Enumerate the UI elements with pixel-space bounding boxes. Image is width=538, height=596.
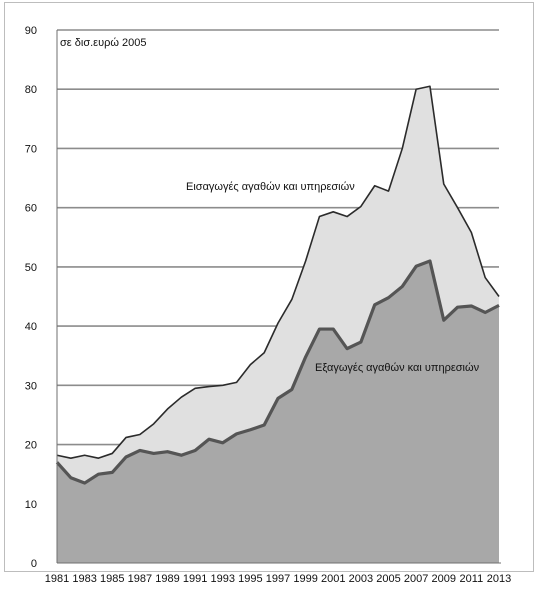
line-imports xyxy=(56,85,500,459)
x-tick-label: 2009 xyxy=(432,573,456,585)
y-tick-label: 50 xyxy=(25,262,37,274)
y-tick-label: 90 xyxy=(25,25,37,37)
y-tick-label: 10 xyxy=(25,499,37,511)
x-tick-label: 1995 xyxy=(238,573,262,585)
y-tick-label: 0 xyxy=(31,558,37,570)
y-tick-label: 80 xyxy=(25,84,37,96)
x-tick-label: 1985 xyxy=(100,573,124,585)
exports-annotation: Εξαγωγές αγαθών και υπηρεσιών xyxy=(315,362,480,374)
x-tick-label: 2007 xyxy=(404,573,428,585)
area-exports xyxy=(57,260,499,563)
x-tick-label: 2003 xyxy=(349,573,373,585)
x-tick-label: 2005 xyxy=(376,573,400,585)
x-tick-label: 1991 xyxy=(183,573,207,585)
series-lines xyxy=(55,85,500,485)
x-tick-label: 1993 xyxy=(211,573,235,585)
axes: 0 10 20 30 40 50 60 70 80 90 1981 1983 1985 1987 1989 1… xyxy=(25,25,511,585)
x-tick-label: 1999 xyxy=(293,573,317,585)
x-tick-label: 1981 xyxy=(45,573,69,585)
x-tick-label: 1997 xyxy=(266,573,290,585)
y-tick-label: 30 xyxy=(25,380,37,392)
unit-note: σε δισ.ευρώ 2005 xyxy=(60,37,146,49)
x-tick-label: 1983 xyxy=(72,573,96,585)
x-tick-label: 2001 xyxy=(321,573,345,585)
x-tick-label: 2013 xyxy=(487,573,511,585)
y-tick-label: 60 xyxy=(25,203,37,215)
labels: σε δισ.ευρώ 2005 Εισαγωγές αγαθών και υπ… xyxy=(60,37,480,374)
y-tick-label: 40 xyxy=(25,321,37,333)
x-tick-label: 2011 xyxy=(460,573,484,585)
y-tick-label: 70 xyxy=(25,143,37,155)
imports-annotation: Εισαγωγές αγαθών και υπηρεσιών xyxy=(186,181,355,193)
x-tick-label: 1987 xyxy=(128,573,152,585)
line-exports xyxy=(55,259,500,485)
x-tick-label: 1989 xyxy=(155,573,179,585)
y-tick-label: 20 xyxy=(25,440,37,452)
